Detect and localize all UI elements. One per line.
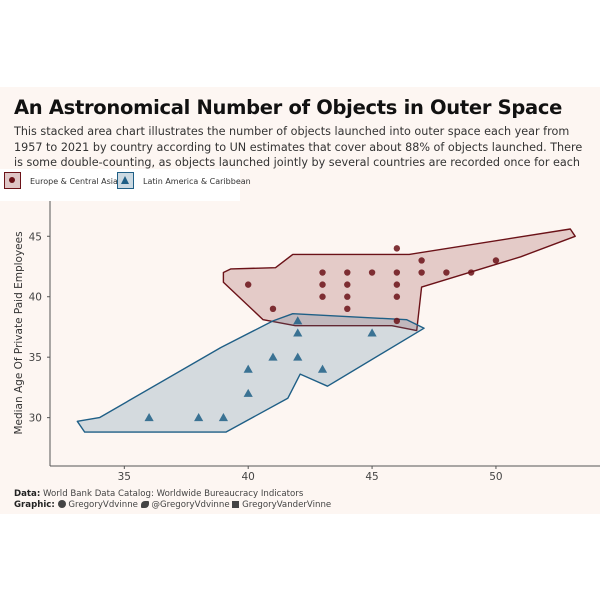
data-point-europe [393, 317, 401, 325]
data-point-europe [418, 257, 425, 264]
data-point-europe [393, 293, 401, 300]
caption-twitter: @GregoryVdvinne [151, 500, 230, 510]
circle-marker-icon [9, 177, 15, 183]
data-point-europe [319, 293, 326, 300]
data-point-latin-america [317, 364, 328, 373]
y-tick-label: 40 [29, 292, 42, 304]
github-icon [57, 500, 66, 508]
y-tick-label: 35 [29, 352, 42, 364]
caption-linkedin: GregoryVanderVinne [242, 500, 332, 510]
y-tick-label: 45 [29, 231, 42, 243]
data-point-europe [344, 305, 351, 313]
legend-key-europe [4, 172, 21, 189]
data-point-latin-america [293, 328, 303, 337]
data-point-latin-america [367, 328, 377, 337]
data-point-europe [344, 293, 351, 300]
triangle-marker-icon [121, 176, 129, 184]
y-axis-label: Median Age Of Private Paid Employees [13, 231, 25, 434]
data-point-europe [492, 257, 500, 264]
data-point-europe [244, 281, 252, 288]
data-point-latin-america [268, 352, 278, 361]
data-point-europe [467, 269, 475, 276]
data-point-europe [393, 281, 401, 288]
data-point-europe [269, 305, 277, 313]
caption-data-line: Data: World Bank Data Catalog: Worldwide… [14, 489, 303, 499]
data-point-europe [319, 269, 326, 276]
legend-key-latin-america [117, 172, 134, 189]
data-point-latin-america [218, 413, 229, 422]
x-tick-label: 40 [242, 471, 255, 483]
series-area-latin-america [76, 313, 425, 433]
chart-title: An Astronomical Number of Objects in Out… [14, 96, 563, 119]
caption-graphic-line: Graphic: GregoryVdvinne @GregoryVdvinne … [14, 500, 331, 510]
caption-github: GregoryVdvinne [68, 500, 138, 510]
caption-data-label: Data: [14, 489, 41, 499]
linkedin-icon [232, 501, 240, 508]
data-point-europe [393, 245, 401, 252]
legend: Europe & Central Asia Latin America & Ca… [0, 169, 251, 201]
data-point-europe [344, 269, 351, 276]
data-point-latin-america [293, 352, 303, 361]
data-point-latin-america [293, 316, 303, 325]
data-point-europe [418, 269, 425, 276]
data-point-latin-america [144, 413, 154, 422]
data-point-europe [368, 269, 376, 276]
data-point-latin-america [194, 413, 204, 422]
chart-panel [0, 87, 600, 514]
x-tick-label: 35 [118, 471, 131, 483]
data-point-latin-america [243, 364, 253, 373]
twitter-icon [140, 501, 149, 508]
legend-label-europe: Europe & Central Asia [30, 177, 118, 186]
data-point-europe [393, 269, 401, 276]
data-point-latin-america [243, 388, 253, 397]
data-point-europe [443, 269, 450, 276]
caption-data-text: World Bank Data Catalog: Worldwide Burea… [43, 489, 304, 499]
data-point-europe [319, 281, 326, 288]
caption-graphic-label: Graphic: [14, 500, 55, 510]
series-area-europe [222, 228, 576, 332]
x-tick-label: 45 [365, 471, 378, 483]
legend-label-latin-america: Latin America & Caribbean [143, 177, 251, 186]
x-tick-label: 50 [489, 471, 502, 483]
y-tick-label: 30 [29, 413, 42, 425]
data-point-europe [344, 281, 351, 288]
